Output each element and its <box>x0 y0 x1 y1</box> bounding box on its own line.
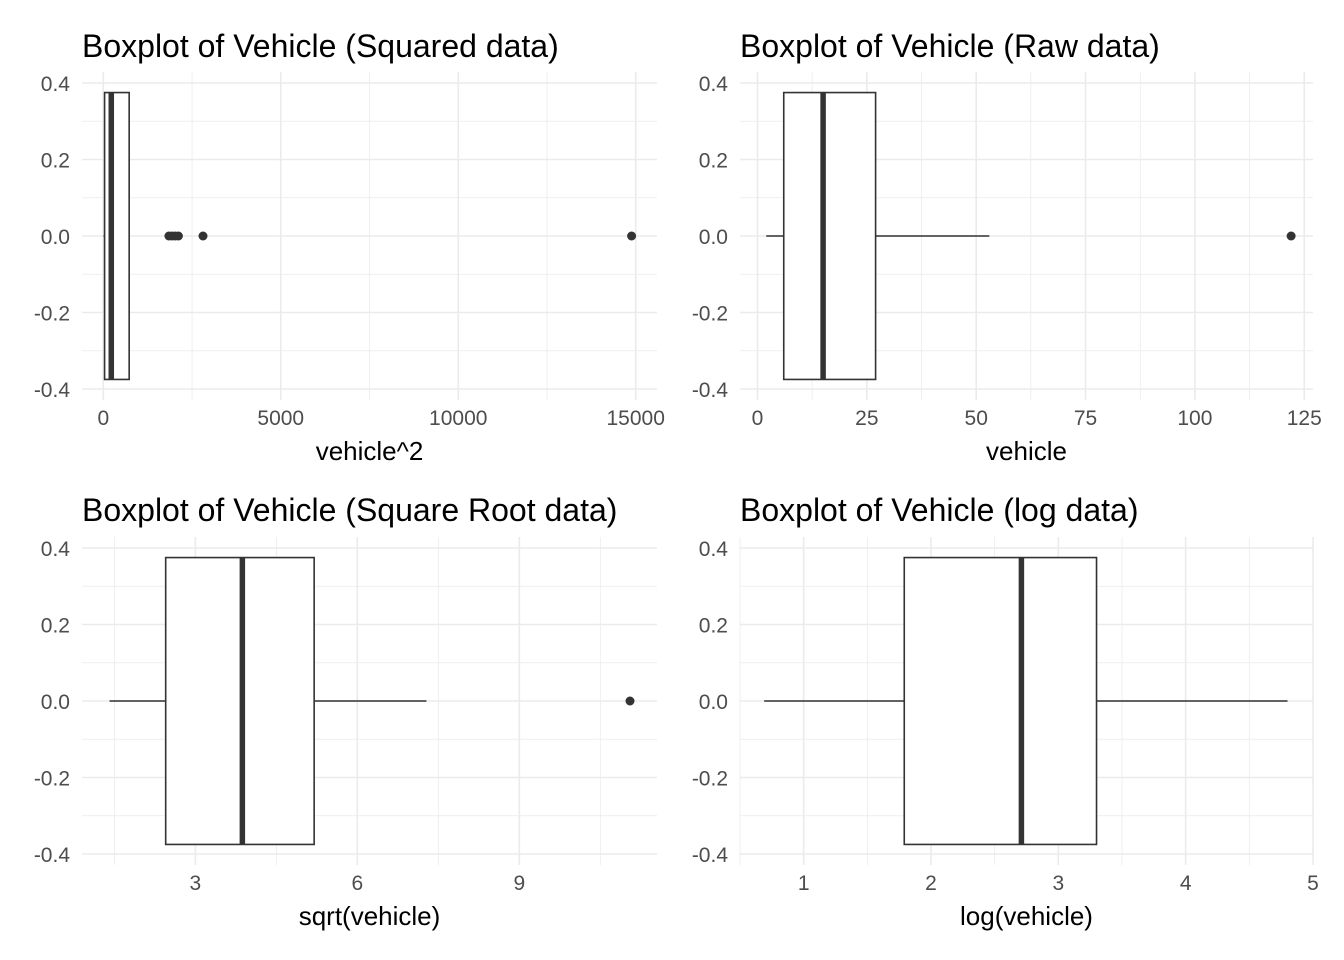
y-tick-label: 0.0 <box>41 226 70 249</box>
y-tick-label: 0.0 <box>699 691 728 714</box>
box-iqr <box>903 556 1098 846</box>
outlier-point <box>625 696 635 706</box>
x-tick-label: 6 <box>352 872 364 895</box>
x-tick-label: 0 <box>752 407 764 430</box>
x-tick-label: 50 <box>965 407 988 430</box>
y-tick-label: 0.0 <box>699 226 728 249</box>
y-tick-label: -0.2 <box>34 303 70 326</box>
y-tick-label: -0.4 <box>34 379 71 402</box>
chart-title: Boxplot of Vehicle (Squared data) <box>82 28 559 64</box>
y-tick-label: 0.2 <box>699 150 728 173</box>
x-tick-label: 1 <box>798 872 810 895</box>
outlier-point <box>1286 231 1296 241</box>
box-iqr <box>103 91 130 381</box>
x-tick-label: 125 <box>1287 407 1322 430</box>
y-tick-label: 0.4 <box>699 538 729 561</box>
chart-panel-1: 0 5000 10000 15000 0.4 0.2 0.0 -0.2 -0.4 Boxplot … <box>34 28 665 466</box>
y-tick-label: -0.2 <box>692 768 728 791</box>
x-axis-label: vehicle <box>986 436 1067 466</box>
x-tick-label: 5000 <box>257 407 304 430</box>
x-axis-label: log(vehicle) <box>960 901 1093 931</box>
x-tick-label: 2 <box>925 872 937 895</box>
y-tick-label: 0.4 <box>41 73 71 96</box>
outlier-point <box>198 231 208 241</box>
x-tick-label: 9 <box>513 872 525 895</box>
chart-title: Boxplot of Vehicle (Raw data) <box>740 28 1160 64</box>
x-tick-label: 3 <box>190 872 202 895</box>
x-tick-label: 100 <box>1177 407 1212 430</box>
y-tick-label: 0.2 <box>699 615 728 638</box>
chart-title: Boxplot of Vehicle (log data) <box>740 492 1138 528</box>
y-tick-label: 0.2 <box>41 150 70 173</box>
y-tick-label: -0.4 <box>692 379 729 402</box>
y-tick-label: -0.2 <box>692 303 728 326</box>
outlier-point <box>627 231 637 241</box>
y-tick-label: 0.4 <box>41 538 71 561</box>
chart-panel-4: 1 2 3 4 5 0.4 0.2 0.0 -0.2 -0.4 Boxplot of Vehicle… <box>692 492 1319 931</box>
x-tick-label: 5 <box>1307 872 1319 895</box>
box-iqr <box>782 91 877 381</box>
x-tick-label: 3 <box>1052 872 1064 895</box>
x-tick-label: 4 <box>1180 872 1192 895</box>
x-tick-label: 75 <box>1074 407 1097 430</box>
y-tick-label: -0.2 <box>34 768 70 791</box>
x-tick-label: 10000 <box>429 407 487 430</box>
chart-panel-3: 3 6 9 0.4 0.2 0.0 -0.2 -0.4 Boxplot of Vehicle (… <box>34 492 657 931</box>
y-tick-label: -0.4 <box>692 844 729 867</box>
chart-panel-2: 0 25 50 75 100 125 0.4 0.2 0.0 -0.2 -0.4 Boxplot of… <box>692 28 1322 466</box>
x-axis-label: sqrt(vehicle) <box>299 901 441 931</box>
y-tick-label: 0.2 <box>41 615 70 638</box>
y-tick-label: 0.0 <box>41 691 70 714</box>
chart-title: Boxplot of Vehicle (Square Root data) <box>82 492 617 528</box>
x-axis-label: vehicle^2 <box>316 436 424 466</box>
outlier-point <box>173 231 183 241</box>
y-tick-label: -0.4 <box>34 844 71 867</box>
x-tick-label: 15000 <box>607 407 665 430</box>
x-tick-label: 0 <box>97 407 109 430</box>
y-tick-label: 0.4 <box>699 73 729 96</box>
x-tick-label: 25 <box>855 407 878 430</box>
